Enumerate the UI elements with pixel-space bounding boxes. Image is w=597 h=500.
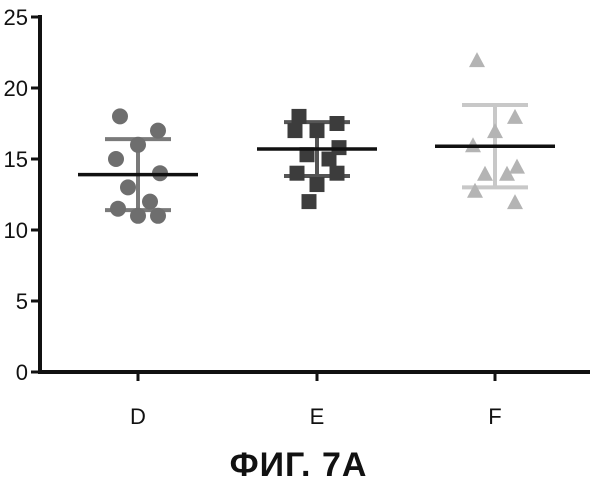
x-tick-label-d: D	[130, 404, 146, 429]
scatter-dot-plot: 0 5 10 15 20 25 D E F	[0, 0, 597, 440]
y-tick-label: 20	[4, 76, 28, 101]
data-point-e	[310, 123, 325, 138]
data-point-d	[142, 194, 158, 210]
data-point-e	[292, 109, 307, 124]
data-point-d	[130, 137, 146, 153]
data-point-f	[487, 123, 503, 138]
data-point-e	[302, 194, 317, 209]
data-point-d	[130, 208, 146, 224]
data-point-d	[112, 108, 128, 124]
data-point-e	[288, 123, 303, 138]
x-tick-label-f: F	[488, 404, 501, 429]
data-point-f	[509, 159, 525, 174]
data-point-e	[310, 177, 325, 192]
data-point-e	[290, 166, 305, 181]
axes-layer: 0 5 10 15 20 25 D E F	[4, 5, 590, 429]
data-point-e	[330, 166, 345, 181]
data-point-e	[322, 152, 337, 167]
data-point-f	[467, 183, 483, 198]
data-point-d	[110, 201, 126, 217]
data-point-d	[108, 151, 124, 167]
figure-caption: ФИГ. 7А	[0, 446, 597, 485]
y-tick-label: 10	[4, 218, 28, 243]
data-point-d	[150, 123, 166, 139]
y-tick-label: 0	[16, 360, 28, 385]
y-tick-label: 25	[4, 5, 28, 30]
data-point-f	[507, 109, 523, 124]
data-point-e	[330, 116, 345, 131]
data-point-f	[477, 166, 493, 181]
y-tick-label: 15	[4, 147, 28, 172]
data-point-d	[120, 179, 136, 195]
data-point-f	[469, 52, 485, 67]
data-point-f	[507, 194, 523, 209]
chart-area: 0 5 10 15 20 25 D E F	[0, 0, 597, 440]
x-tick-label-e: E	[310, 404, 325, 429]
y-tick-label: 5	[16, 289, 28, 314]
data-point-d	[150, 208, 166, 224]
